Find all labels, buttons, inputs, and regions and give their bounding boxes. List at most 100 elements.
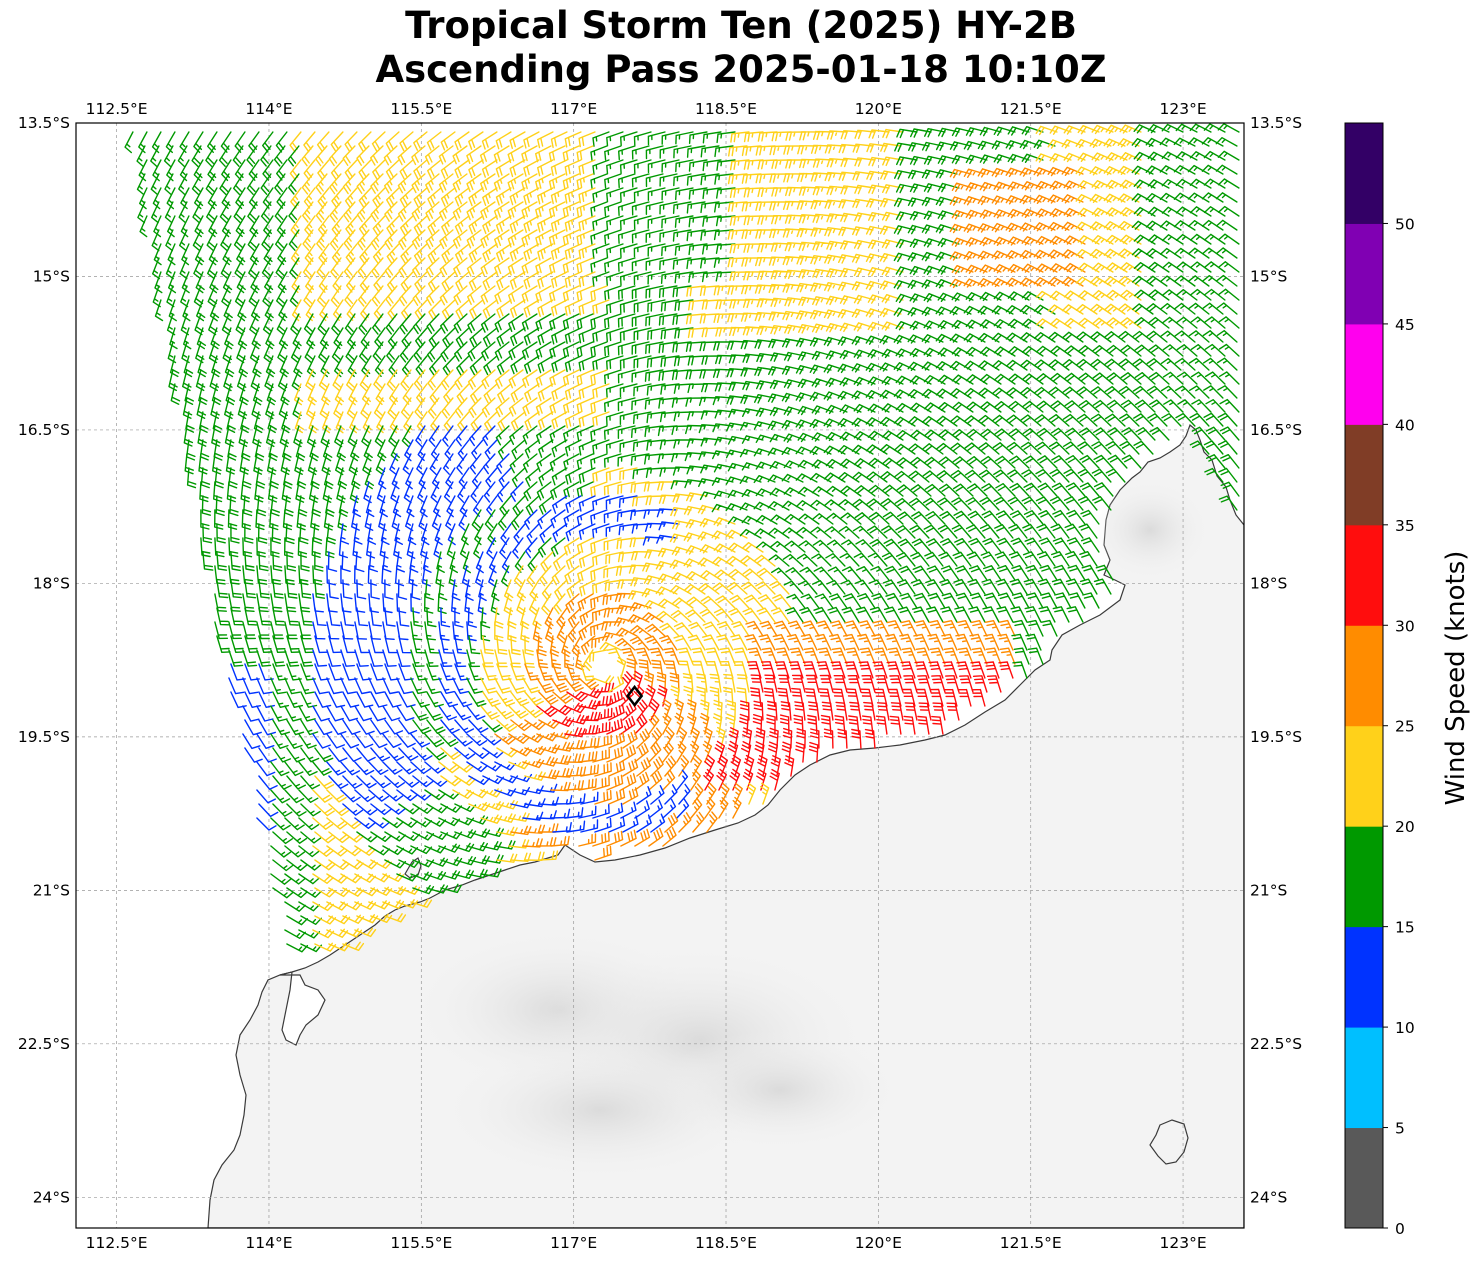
wind-barb <box>244 523 254 544</box>
wind-barb <box>521 285 538 304</box>
wind-barb <box>778 674 792 693</box>
wind-barb <box>1036 427 1058 441</box>
wind-barb <box>1089 221 1112 231</box>
wind-barb <box>1037 455 1058 469</box>
wind-barb <box>647 299 666 313</box>
wind-barb <box>454 719 475 734</box>
wind-barb <box>566 820 586 833</box>
wind-barb <box>678 783 691 805</box>
wind-barb <box>298 649 314 667</box>
wind-barb <box>384 719 404 735</box>
wind-barb <box>997 592 1016 609</box>
wind-barb <box>522 369 538 388</box>
wind-barb <box>606 187 624 203</box>
wind-barb <box>1011 633 1028 651</box>
wind-barb <box>728 568 750 581</box>
wind-barb <box>496 719 517 732</box>
wind-barb <box>430 481 440 504</box>
wind-barb <box>469 453 482 475</box>
wind-barb <box>354 761 375 776</box>
wind-barb <box>685 609 706 623</box>
wind-barb <box>715 327 736 337</box>
wind-barb <box>783 487 806 497</box>
wind-barb <box>619 243 638 258</box>
wind-barb <box>412 285 426 306</box>
wind-barb <box>950 415 972 427</box>
wind-barb <box>270 733 289 749</box>
wind-barb <box>1147 151 1170 161</box>
wind-barb <box>670 685 680 707</box>
wind-barb <box>1190 233 1212 245</box>
wind-barb <box>578 299 596 316</box>
wind-barb <box>811 486 834 497</box>
wind-barb <box>454 159 470 179</box>
wind-barb <box>699 712 710 735</box>
wind-barb <box>687 712 697 735</box>
wind-barb <box>755 461 778 470</box>
wind-barb <box>783 351 806 362</box>
wind-barb <box>755 145 776 156</box>
wind-barb <box>782 527 804 539</box>
wind-barb <box>617 425 636 439</box>
wind-barb <box>590 425 608 441</box>
wind-barb <box>977 278 1000 288</box>
wind-barb <box>606 830 624 847</box>
wind-barb <box>1105 289 1128 301</box>
wind-barb <box>270 649 286 667</box>
wind-barb <box>469 327 484 348</box>
wind-barb <box>370 607 382 627</box>
wind-barb <box>726 700 736 721</box>
wind-barb <box>384 775 405 789</box>
wind-barb <box>452 649 467 668</box>
wind-barb <box>238 425 249 447</box>
wind-barb <box>686 596 708 609</box>
wind-barb <box>427 397 440 419</box>
wind-barb <box>415 327 428 349</box>
wind-barb <box>616 509 636 522</box>
wind-barb <box>303 313 314 336</box>
lat-tick-label-right: 16.5°S <box>1250 421 1302 439</box>
wind-barb <box>670 609 692 623</box>
lat-tick-label-left: 18°S <box>33 574 70 592</box>
wind-barb <box>1048 386 1070 399</box>
wind-barb <box>824 499 846 511</box>
wind-barb <box>972 675 988 693</box>
wind-barb <box>252 355 262 378</box>
wind-barb <box>482 691 501 707</box>
wind-barb <box>1067 564 1086 581</box>
wind-barb <box>537 131 554 149</box>
wind-barb <box>1063 441 1084 455</box>
wind-barb <box>805 674 820 693</box>
wind-barb <box>702 740 713 763</box>
wind-barb <box>258 551 269 572</box>
wind-barb <box>482 635 494 655</box>
wind-barb <box>1010 606 1028 623</box>
wind-barb <box>1078 523 1098 539</box>
wind-barb <box>901 647 918 665</box>
wind-barb <box>733 647 750 665</box>
wind-barb <box>1008 455 1030 469</box>
wind-barb <box>753 421 776 430</box>
wind-barb <box>917 675 932 693</box>
wind-barb <box>273 145 286 167</box>
wind-barb <box>233 229 244 252</box>
wind-barb <box>265 425 276 448</box>
wind-barb <box>1173 165 1196 175</box>
wind-barb <box>742 353 764 364</box>
wind-barb <box>1173 137 1196 147</box>
wind-barb <box>631 201 650 216</box>
wind-barb <box>840 240 862 250</box>
wind-barb <box>538 850 559 861</box>
wind-barb <box>389 411 400 434</box>
wind-barb <box>619 439 638 453</box>
wind-barb <box>525 537 538 559</box>
wind-barb <box>326 733 345 749</box>
wind-barb <box>467 313 482 334</box>
wind-barb <box>256 789 276 804</box>
wind-barb <box>819 674 834 693</box>
wind-barb <box>136 145 146 168</box>
wind-barb <box>482 747 504 759</box>
wind-barb <box>286 635 301 653</box>
wind-barb <box>594 707 613 721</box>
wind-barb <box>796 200 818 210</box>
